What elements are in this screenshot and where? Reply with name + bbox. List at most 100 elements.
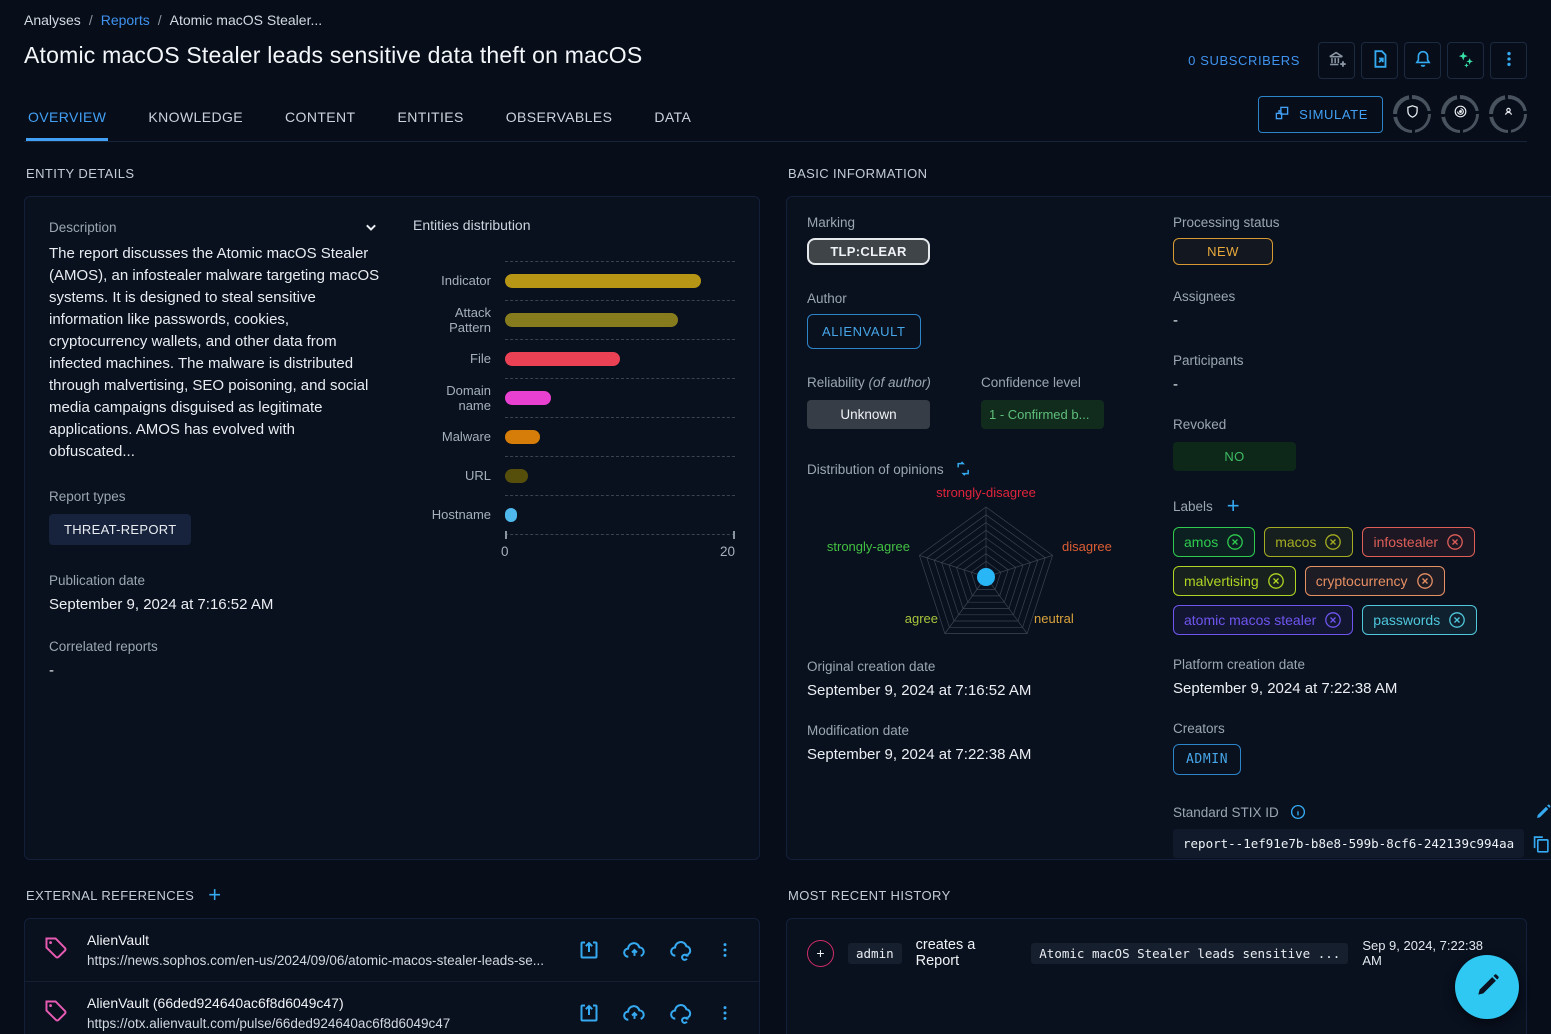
- confidence-chip[interactable]: 1 - Confirmed b...: [981, 400, 1104, 429]
- creator-chip[interactable]: ADMIN: [1173, 744, 1242, 775]
- shield-gauge-button[interactable]: [1393, 95, 1431, 133]
- entities-distribution-title: Entities distribution: [413, 217, 531, 233]
- label-chip[interactable]: cryptocurrency: [1304, 566, 1445, 596]
- radar-axis-label: disagree: [1062, 539, 1112, 554]
- page-title: Atomic macOS Stealer leads sensitive dat…: [24, 42, 643, 68]
- reference-url: https://news.sophos.com/en-us/2024/09/06…: [87, 953, 544, 968]
- remove-label-icon[interactable]: [1324, 533, 1342, 551]
- opinions-switch-icon[interactable]: [954, 459, 974, 479]
- revoked-chip: NO: [1173, 442, 1296, 471]
- bar-category: Domain name: [446, 382, 491, 413]
- radar-axis-label: strongly-disagree: [936, 485, 1036, 500]
- remove-label-icon[interactable]: [1267, 572, 1285, 590]
- label-chip[interactable]: amos: [1173, 527, 1256, 557]
- author-chip[interactable]: ALIENVAULT: [807, 314, 921, 349]
- upload-cloud-icon[interactable]: [621, 937, 648, 964]
- open-link-icon[interactable]: [577, 1001, 601, 1025]
- breadcrumb-analyses[interactable]: Analyses: [24, 12, 81, 28]
- breadcrumb-reports[interactable]: Reports: [100, 12, 150, 28]
- simulate-label: SIMULATE: [1299, 106, 1368, 122]
- radar-axis-label: strongly-agree: [826, 539, 910, 554]
- reliability-label: Reliability (of author): [807, 375, 931, 390]
- history-target-badge: Atomic macOS Stealer leads sensitive ...: [1031, 942, 1349, 964]
- platform-creation-value: September 9, 2024 at 7:22:38 AM: [1173, 680, 1398, 697]
- target-icon: [1452, 103, 1469, 125]
- ai-sparkles-icon: [1455, 48, 1477, 73]
- tab-content[interactable]: CONTENT: [285, 109, 356, 125]
- remove-label-icon[interactable]: [1446, 533, 1464, 551]
- more-options-icon: [1499, 49, 1519, 72]
- bank-plus-icon: [1326, 48, 1348, 73]
- persona-gauge-button[interactable]: [1489, 95, 1527, 133]
- remove-label-icon[interactable]: [1448, 611, 1466, 629]
- assignees-label: Assignees: [1173, 289, 1236, 304]
- publication-date-value: September 9, 2024 at 7:16:52 AM: [49, 596, 274, 613]
- reference-menu-icon[interactable]: [715, 1003, 735, 1023]
- label-chip[interactable]: passwords: [1362, 605, 1478, 635]
- participants-label: Participants: [1173, 353, 1244, 368]
- marking-chip[interactable]: TLP:CLEAR: [807, 238, 930, 265]
- file-export-icon: [1369, 48, 1391, 73]
- original-creation-value: September 9, 2024 at 7:16:52 AM: [807, 682, 1032, 699]
- ai-assistant-button[interactable]: [1447, 42, 1484, 79]
- pencil-icon: [1474, 973, 1500, 1002]
- add-label-icon[interactable]: +: [1226, 493, 1240, 518]
- tab-knowledge[interactable]: KNOWLEDGE: [148, 109, 244, 125]
- add-external-reference-icon[interactable]: +: [208, 882, 222, 907]
- external-reference-row[interactable]: AlienVault https://news.sophos.com/en-us…: [25, 919, 759, 982]
- edit-fab-button[interactable]: [1455, 955, 1519, 1019]
- tab-data[interactable]: DATA: [654, 109, 692, 125]
- tag-icon: [43, 998, 69, 1029]
- upload-cloud-icon[interactable]: [621, 1000, 648, 1027]
- edit-stix-id-icon[interactable]: [1534, 803, 1551, 821]
- reference-menu-icon[interactable]: [715, 940, 735, 960]
- bar-category: Malware: [441, 429, 491, 444]
- confidence-label: Confidence level: [981, 375, 1081, 390]
- open-link-icon[interactable]: [577, 938, 601, 962]
- history-section: MOST RECENT HISTORY + admin creates a Re…: [786, 882, 1527, 1034]
- more-options-button[interactable]: [1490, 42, 1527, 79]
- stix-id-value: report--1ef91e7b-b8e8-599b-8cf6-242139c9…: [1173, 829, 1525, 858]
- tab-entities[interactable]: ENTITIES: [397, 109, 464, 125]
- shield-icon: [1404, 103, 1421, 125]
- notifications-button[interactable]: [1404, 42, 1441, 79]
- breadcrumb-current: Atomic macOS Stealer...: [169, 12, 323, 28]
- info-icon[interactable]: [1289, 803, 1307, 821]
- export-file-button[interactable]: [1361, 42, 1398, 79]
- history-row: + admin creates a Report Atomic macOS St…: [807, 937, 1506, 969]
- bar-category: File: [470, 351, 491, 366]
- tab-overview[interactable]: OVERVIEW: [26, 99, 109, 141]
- breadcrumb-separator: /: [157, 12, 162, 28]
- original-creation-label: Original creation date: [807, 659, 936, 674]
- remove-label-icon[interactable]: [1324, 611, 1342, 629]
- external-reference-row[interactable]: AlienVault (66ded924640ac6f8d6049c47) ht…: [25, 982, 759, 1034]
- bar: [505, 313, 678, 327]
- copy-icon[interactable]: [1530, 833, 1551, 855]
- sync-cloud-icon[interactable]: [668, 937, 695, 964]
- participants-value: -: [1173, 376, 1178, 393]
- processing-status-chip[interactable]: NEW: [1173, 238, 1273, 265]
- label-chip[interactable]: atomic macos stealer: [1173, 605, 1354, 635]
- label-chip[interactable]: malvertising: [1173, 566, 1296, 596]
- tab-observables[interactable]: OBSERVABLES: [505, 109, 613, 125]
- bar: [505, 352, 620, 366]
- stix-id-label: Standard STIX ID: [1173, 804, 1279, 820]
- label-chip[interactable]: infostealer: [1362, 527, 1476, 557]
- history-title: MOST RECENT HISTORY: [788, 887, 951, 903]
- label-chip[interactable]: macos: [1264, 527, 1354, 557]
- target-gauge-button[interactable]: [1441, 95, 1479, 133]
- basic-information-section: BASIC INFORMATION Marking TLP:CLEAR Auth…: [786, 160, 1551, 860]
- notification-bell-icon: [1412, 48, 1434, 73]
- report-type-chip[interactable]: THREAT-REPORT: [49, 514, 192, 545]
- organization-share-button[interactable]: [1318, 42, 1355, 79]
- opinions-label: Distribution of opinions: [807, 461, 944, 477]
- reliability-chip[interactable]: Unknown: [807, 400, 930, 429]
- x-tick-max: 20: [719, 544, 735, 559]
- history-action-text: creates a Report: [915, 937, 976, 969]
- header-actions: 0 SUBSCRIBERS: [1188, 42, 1527, 79]
- simulate-button[interactable]: SIMULATE: [1258, 95, 1383, 133]
- remove-label-icon[interactable]: [1226, 533, 1244, 551]
- remove-label-icon[interactable]: [1416, 572, 1434, 590]
- chevron-down-icon[interactable]: [361, 217, 381, 237]
- sync-cloud-icon[interactable]: [668, 1000, 695, 1027]
